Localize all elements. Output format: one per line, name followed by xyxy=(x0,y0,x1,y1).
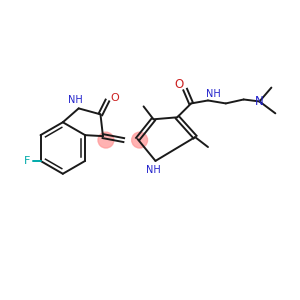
Text: NH: NH xyxy=(146,165,161,175)
Text: O: O xyxy=(110,94,119,103)
Text: F: F xyxy=(23,156,30,166)
Text: N: N xyxy=(255,95,264,108)
Text: NH: NH xyxy=(68,95,83,106)
Text: O: O xyxy=(175,78,184,91)
Circle shape xyxy=(98,132,114,148)
Text: NH: NH xyxy=(206,88,220,98)
Circle shape xyxy=(132,132,148,148)
